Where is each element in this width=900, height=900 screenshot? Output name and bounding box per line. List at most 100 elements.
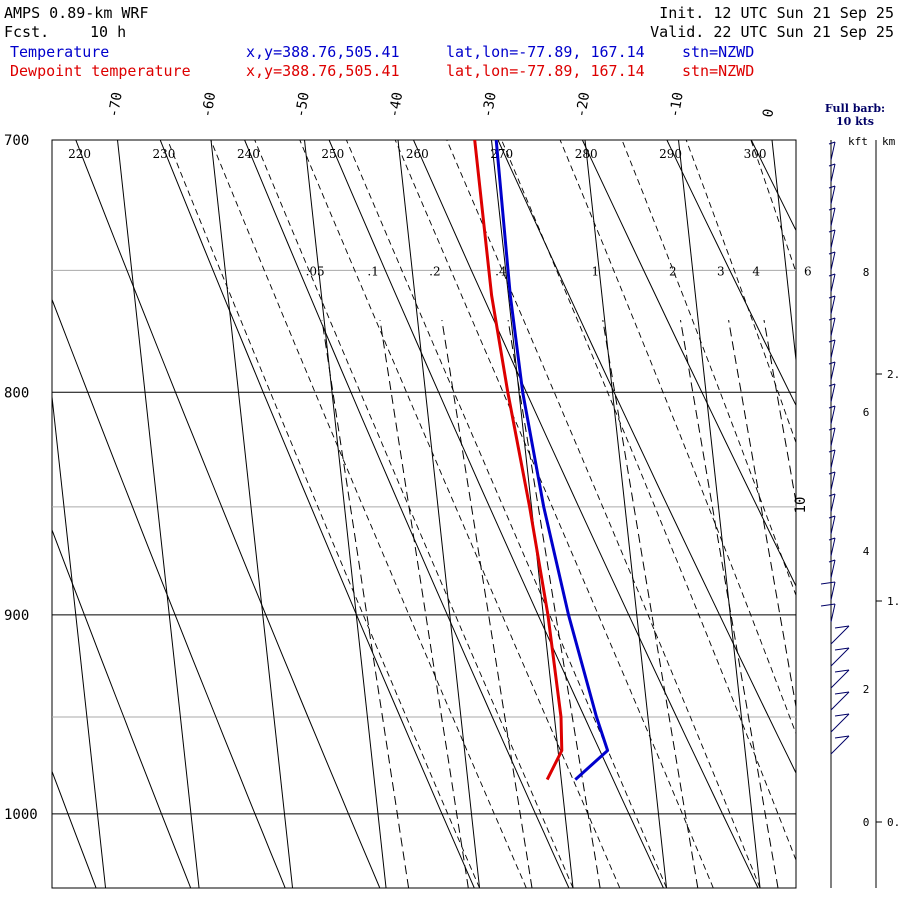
moist-adiabat-label: 10 xyxy=(793,497,809,514)
wind-barb xyxy=(830,603,836,623)
isotherm-line xyxy=(210,140,294,888)
temperature-tick-label: -10 xyxy=(667,91,687,119)
dry-adiabat xyxy=(750,140,796,232)
wind-barb-flag xyxy=(828,207,836,211)
wind-barb xyxy=(830,713,850,733)
kft-tick-label: 8 xyxy=(863,266,870,279)
moist-adiabat xyxy=(345,140,668,888)
wind-barb-flag xyxy=(834,669,850,673)
moist-adiabat xyxy=(750,140,796,274)
mixing-ratio-line xyxy=(321,320,410,888)
isotherm-line xyxy=(584,140,668,888)
wind-barb xyxy=(830,647,850,667)
wind-barb-flag xyxy=(828,383,836,387)
moist-adiabat xyxy=(815,140,900,888)
dewpoint-station: stn=NZWD xyxy=(682,62,754,80)
wind-barb xyxy=(830,317,836,337)
kft-tick-label: 0 xyxy=(863,816,870,829)
wind-barb xyxy=(830,361,836,381)
mixing-ratio-label: .1 xyxy=(367,264,378,278)
kft-tick-label: 4 xyxy=(863,545,870,558)
wind-barb-flag xyxy=(834,625,850,629)
km-tick-label: 1. xyxy=(887,595,900,608)
km-label: km xyxy=(882,135,896,148)
mixing-ratio-label: 4 xyxy=(752,264,760,278)
kft-tick-label: 6 xyxy=(863,406,870,419)
fcst-label: Fcst. xyxy=(4,23,49,41)
theta-label: 270 xyxy=(490,147,513,161)
barb-subtitle: 10 kts xyxy=(836,115,874,128)
isotherm-line xyxy=(397,140,481,888)
dry-adiabat xyxy=(52,528,192,888)
wind-barb xyxy=(830,427,836,447)
theta-label: 290 xyxy=(659,147,682,161)
wind-barb xyxy=(830,405,836,425)
dry-adiabat xyxy=(52,298,286,888)
mixing-ratio-lines xyxy=(321,320,796,888)
wind-barb-flag xyxy=(834,691,850,695)
wind-barb xyxy=(830,383,836,403)
wind-barb xyxy=(830,141,836,161)
model-title: AMPS 0.89-km WRF xyxy=(4,4,149,22)
wind-barb xyxy=(830,449,836,469)
temperature-tick-label: -70 xyxy=(106,91,126,119)
dewpoint-line xyxy=(473,140,564,781)
pressure-tick-label: 900 xyxy=(4,608,29,624)
theta-label: 240 xyxy=(237,147,260,161)
wind-barb-flag xyxy=(828,537,836,541)
wind-barb-flag xyxy=(828,449,836,453)
fcst-value: 10 h xyxy=(90,23,126,41)
moist-adiabat xyxy=(167,140,481,888)
isotherm-line xyxy=(678,140,761,888)
sounding-series xyxy=(473,140,610,781)
wind-barb xyxy=(830,471,836,491)
temperature-tick-label: -60 xyxy=(199,91,219,119)
moist-adiabats xyxy=(167,140,900,888)
isotherm-line xyxy=(304,140,387,888)
wind-barb-column: 8 6 4 2 0 2. 1. 0. xyxy=(820,140,900,888)
isotherm-line xyxy=(771,140,796,365)
wind-barb-flag xyxy=(828,427,836,431)
wind-barb xyxy=(830,581,836,601)
wind-barb xyxy=(830,669,850,689)
wind-barb-flag xyxy=(834,647,850,651)
mixing-ratio-label: 6 xyxy=(804,264,812,278)
temperature-tick-label: -20 xyxy=(573,91,593,119)
wind-barb xyxy=(830,229,836,249)
isotherm-line xyxy=(52,392,107,888)
isotherm-line xyxy=(117,140,200,888)
wind-barb xyxy=(830,295,836,315)
temperature-tick-label: -50 xyxy=(293,91,313,119)
wind-barb xyxy=(830,251,836,271)
mixing-ratio-line xyxy=(441,320,533,888)
wind-barb-flag xyxy=(828,185,836,189)
mixing-ratio-label: .4 xyxy=(495,264,507,278)
wind-barb-flag xyxy=(820,581,836,585)
wind-barb-flag xyxy=(828,361,836,365)
wind-barb-flag xyxy=(828,163,836,167)
wind-barb xyxy=(830,163,836,183)
dry-adiabat xyxy=(836,140,900,888)
mixing-ratio-label: 1 xyxy=(592,264,600,278)
theta-label: 250 xyxy=(321,147,344,161)
mixing-ratio-label: .2 xyxy=(429,264,440,278)
dry-adiabat xyxy=(413,140,759,888)
wind-barb-flag xyxy=(828,317,836,321)
wind-barb xyxy=(830,493,836,513)
isotherm-line xyxy=(866,140,900,888)
temperature-line xyxy=(494,140,610,781)
plot-frame xyxy=(51,139,797,889)
valid-time: Valid. 22 UTC Sun 21 Sep 25 xyxy=(650,23,894,41)
mixing-ratio-line xyxy=(507,320,601,888)
kft-tick-label: 2 xyxy=(863,683,870,696)
moist-adiabat xyxy=(501,140,796,862)
mixing-ratio-line xyxy=(763,320,796,505)
wind-barb xyxy=(830,537,836,557)
wind-barb-flag xyxy=(828,405,836,409)
theta-label: 300 xyxy=(744,147,767,161)
moist-adiabat xyxy=(210,140,527,888)
temperature-tick-label: -40 xyxy=(386,91,406,119)
wind-barb xyxy=(830,735,850,755)
